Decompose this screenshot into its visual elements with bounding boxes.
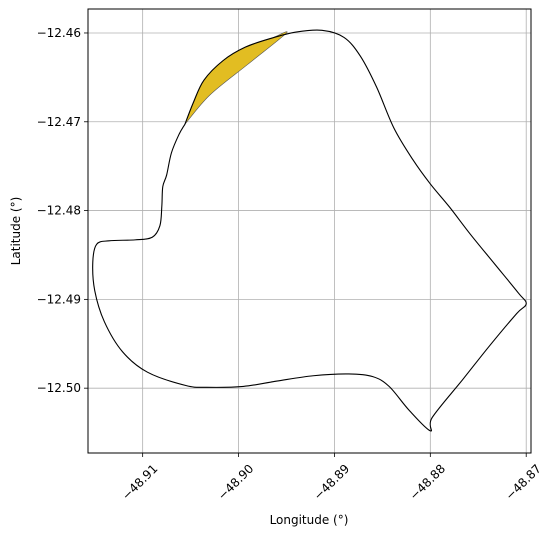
- y-axis-label: Latitude (°): [9, 197, 23, 266]
- y-tick-label: −12.47: [37, 115, 81, 129]
- boundary-outline: [92, 29, 527, 432]
- y-tick-label: −12.49: [37, 292, 81, 306]
- plot-frame: [87, 8, 532, 454]
- y-axis: −12.46 −12.47 −12.48 −12.49 −12.50: [37, 26, 88, 395]
- map-marks: [92, 29, 527, 432]
- y-tick-label: −12.48: [37, 204, 81, 218]
- y-tick-label: −12.46: [37, 26, 81, 40]
- y-tick-label: −12.50: [37, 381, 81, 395]
- grid-lines: [88, 9, 531, 453]
- x-axis-label: Longitude (°): [270, 513, 349, 527]
